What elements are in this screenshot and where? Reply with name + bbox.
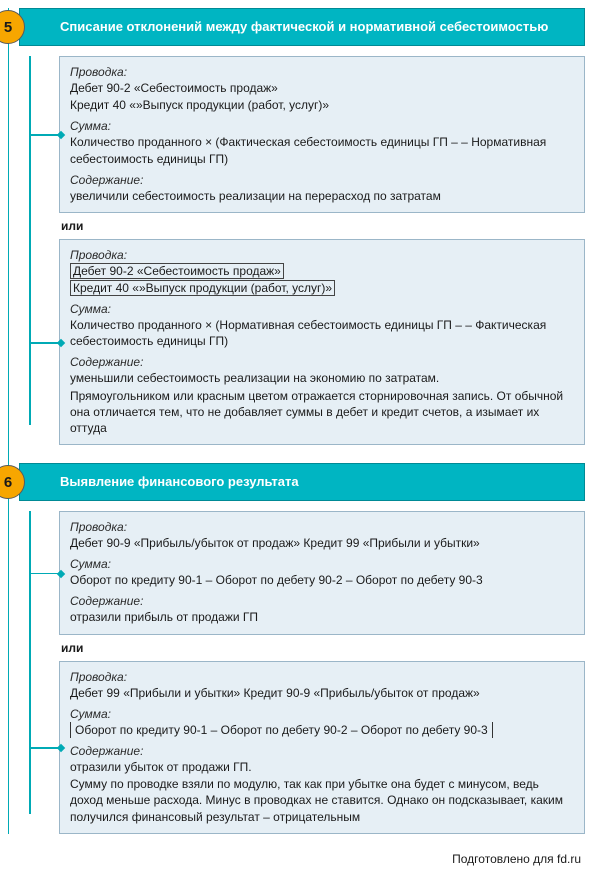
entry-line: Кредит 40 «»Выпуск продукции (работ, усл… (70, 97, 574, 113)
or-separator: или (59, 213, 585, 239)
entry-card: Проводка: Дебет 90-9 «Прибыль/убыток от … (59, 511, 585, 635)
label-summa: Сумма: (70, 302, 574, 316)
storno-entry: Дебет 90-2 «Себестоимость продаж» (70, 263, 284, 279)
abs-value: Оборот по кредиту 90-1 – Оборот по дебет… (70, 722, 493, 738)
content-line: отразили убыток от продажи ГП. (70, 759, 574, 775)
label-summa: Сумма: (70, 707, 574, 721)
content-line: отразили прибыль от продажи ГП (70, 609, 574, 625)
flow-container: 5 Списание отклонений между фактической … (8, 8, 585, 834)
label-content: Содержание: (70, 355, 574, 369)
sum-line: Оборот по кредиту 90-1 – Оборот по дебет… (70, 572, 574, 588)
step-body: Проводка: Дебет 90-9 «Прибыль/убыток от … (59, 511, 585, 834)
step-title: Списание отклонений между фактической и … (19, 8, 585, 46)
storno-entry: Кредит 40 «»Выпуск продукции (работ, усл… (70, 280, 335, 296)
entry-card: Проводка: Дебет 90-2 «Себестоимость прод… (59, 56, 585, 213)
step-body: Проводка: Дебет 90-2 «Себестоимость прод… (59, 56, 585, 445)
label-summa: Сумма: (70, 119, 574, 133)
entry-line: Дебет 99 «Прибыли и убытки» Кредит 90-9 … (70, 685, 574, 701)
label-content: Содержание: (70, 594, 574, 608)
or-separator: или (59, 635, 585, 661)
label-provodka: Проводка: (70, 248, 574, 262)
content-line: уменьшили себестоимость реализации на эк… (70, 370, 574, 386)
content-line: увеличили себестоимость реализации на пе… (70, 188, 574, 204)
entry-card: Проводка: Дебет 99 «Прибыли и убытки» Кр… (59, 661, 585, 834)
entry-card: Проводка: Дебет 90-2 «Себестоимость прод… (59, 239, 585, 445)
step-6: 6 Выявление финансового результата Прово… (29, 463, 585, 834)
label-summa: Сумма: (70, 557, 574, 571)
sum-line: Оборот по кредиту 90-1 – Оборот по дебет… (70, 722, 574, 738)
step-header: 5 Списание отклонений между фактической … (19, 8, 585, 46)
label-content: Содержание: (70, 744, 574, 758)
step-header: 6 Выявление финансового результата (19, 463, 585, 501)
content-line: Прямоугольником или красным цветом отраж… (70, 388, 574, 437)
sum-line: Количество проданного × (Фактическая себ… (70, 134, 574, 166)
label-content: Содержание: (70, 173, 574, 187)
content-line: Сумму по проводке взяли по модулю, так к… (70, 776, 574, 825)
label-provodka: Проводка: (70, 670, 574, 684)
entry-line: Дебет 90-9 «Прибыль/убыток от продаж» Кр… (70, 535, 574, 551)
step-title: Выявление финансового результата (19, 463, 585, 501)
label-provodka: Проводка: (70, 520, 574, 534)
footer-credit: Подготовлено для fd.ru (8, 852, 585, 866)
label-provodka: Проводка: (70, 65, 574, 79)
step-5: 5 Списание отклонений между фактической … (29, 8, 585, 445)
entry-line: Дебет 90-2 «Себестоимость продаж» (70, 80, 574, 96)
sum-line: Количество проданного × (Нормативная себ… (70, 317, 574, 349)
